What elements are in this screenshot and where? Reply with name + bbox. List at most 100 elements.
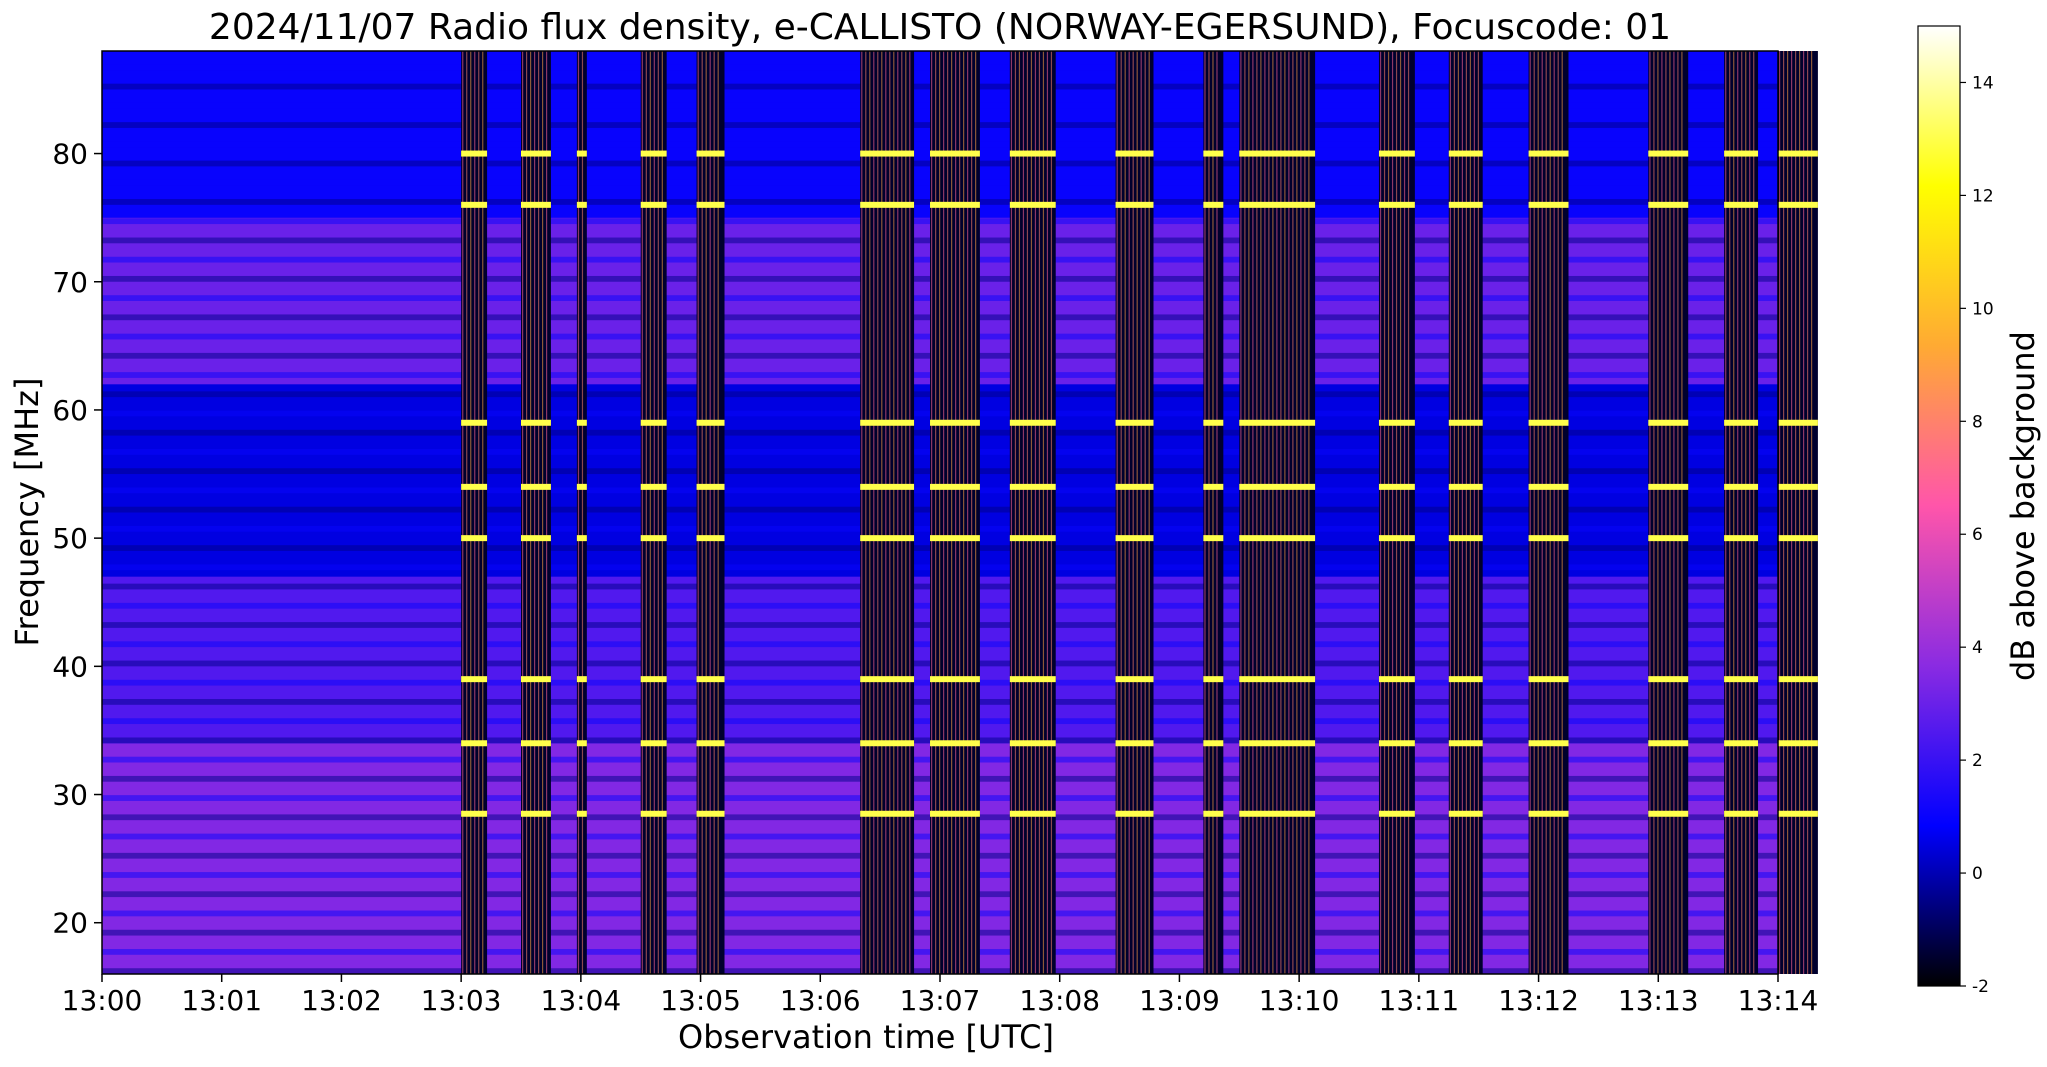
burst-line [1115, 483, 1154, 490]
burst-body [930, 51, 980, 974]
burst-line [1239, 201, 1316, 208]
burst-line [1528, 150, 1569, 157]
burst-line [521, 676, 551, 683]
burst-streak [1465, 51, 1467, 974]
burst-streak [951, 51, 953, 974]
x-axis-label: Observation time [UTC] [678, 1018, 1054, 1056]
burst-streak [1216, 51, 1218, 974]
burst-line [1724, 201, 1759, 208]
burst-line [1203, 676, 1224, 683]
burst-line [696, 535, 725, 542]
burst-streak [1779, 51, 1781, 974]
burst-line [576, 740, 587, 747]
burst-streak [1461, 51, 1463, 974]
burst-streak [1034, 51, 1037, 974]
burst-line [461, 419, 488, 426]
colorbar-tick-label: 4 [1972, 638, 1983, 658]
burst-column [521, 51, 551, 974]
burst-streak [1665, 51, 1667, 974]
burst-line [1239, 810, 1316, 817]
burst-line [461, 676, 488, 683]
x-tick-label: 13:06 [780, 984, 861, 1017]
burst-line [461, 740, 488, 747]
burst-line [1009, 676, 1056, 683]
burst-streak [931, 51, 933, 974]
burst-line [1778, 201, 1818, 208]
burst-line [860, 676, 915, 683]
colorbar-tick-label: 14 [1972, 73, 1994, 93]
burst-streak [943, 51, 945, 974]
burst-line [640, 810, 667, 817]
burst-streak [1288, 51, 1290, 974]
burst-line [930, 810, 980, 817]
burst-streak [1733, 51, 1735, 974]
burst-line [1778, 535, 1818, 542]
burst-streak [1391, 51, 1394, 974]
colorbar-tick-label: 12 [1972, 186, 1994, 206]
burst-line [1009, 535, 1056, 542]
burst-streak [1469, 51, 1471, 974]
burst-streak [1403, 51, 1406, 974]
burst-line [1778, 740, 1818, 747]
burst-line [521, 810, 551, 817]
burst-line [1724, 810, 1759, 817]
burst-streak [1022, 51, 1025, 974]
burst-line [1648, 810, 1689, 817]
burst-line [1009, 740, 1056, 747]
burst-line [1239, 740, 1316, 747]
burst-streak [1244, 51, 1246, 974]
burst-line [1239, 419, 1316, 426]
burst-streak [1799, 51, 1801, 974]
burst-streak [1300, 51, 1302, 974]
burst-streak [885, 51, 887, 974]
burst-line [1724, 740, 1759, 747]
burst-streak [909, 51, 911, 974]
burst-streak [1673, 51, 1675, 974]
x-tick-label: 13:10 [1259, 984, 1340, 1017]
x-tick-label: 13:11 [1379, 984, 1460, 1017]
burst-streak [1649, 51, 1651, 974]
burst-line [521, 535, 551, 542]
burst-line [461, 150, 488, 157]
burst-line [1378, 150, 1415, 157]
burst-line [1239, 483, 1316, 490]
x-tick-label: 13:02 [301, 984, 382, 1017]
burst-column [1724, 51, 1759, 974]
burst-streak [1791, 51, 1793, 974]
burst-streak [645, 51, 647, 974]
burst-streak [1661, 51, 1663, 974]
burst-streak [462, 51, 464, 974]
burst-streak [577, 51, 580, 974]
burst-streak [1453, 51, 1455, 974]
burst-line [1724, 676, 1759, 683]
burst-line [1448, 676, 1483, 683]
burst-line [576, 676, 587, 683]
burst-line [860, 810, 915, 817]
burst-line [521, 419, 551, 426]
burst-streak [1026, 51, 1029, 974]
burst-streak [530, 51, 532, 974]
burst-line [696, 419, 725, 426]
burst-line [521, 150, 551, 157]
burst-column [1239, 51, 1316, 974]
burst-line [860, 419, 915, 426]
burst-line [1528, 810, 1569, 817]
burst-line [1115, 419, 1154, 426]
burst-line [1528, 535, 1569, 542]
burst-streak [955, 51, 957, 974]
burst-streak [861, 51, 863, 974]
burst-line [1115, 810, 1154, 817]
burst-line [696, 201, 725, 208]
burst-streak [967, 51, 969, 974]
burst-line [1778, 483, 1818, 490]
burst-line [1724, 150, 1759, 157]
burst-streak [1264, 51, 1266, 974]
burst-line [576, 419, 587, 426]
burst-line [640, 150, 667, 157]
burst-streak [869, 51, 871, 974]
burst-streak [1807, 51, 1809, 974]
burst-line [1648, 419, 1689, 426]
colorbar [1917, 25, 1961, 987]
burst-streak [897, 51, 899, 974]
burst-streak [717, 51, 719, 974]
